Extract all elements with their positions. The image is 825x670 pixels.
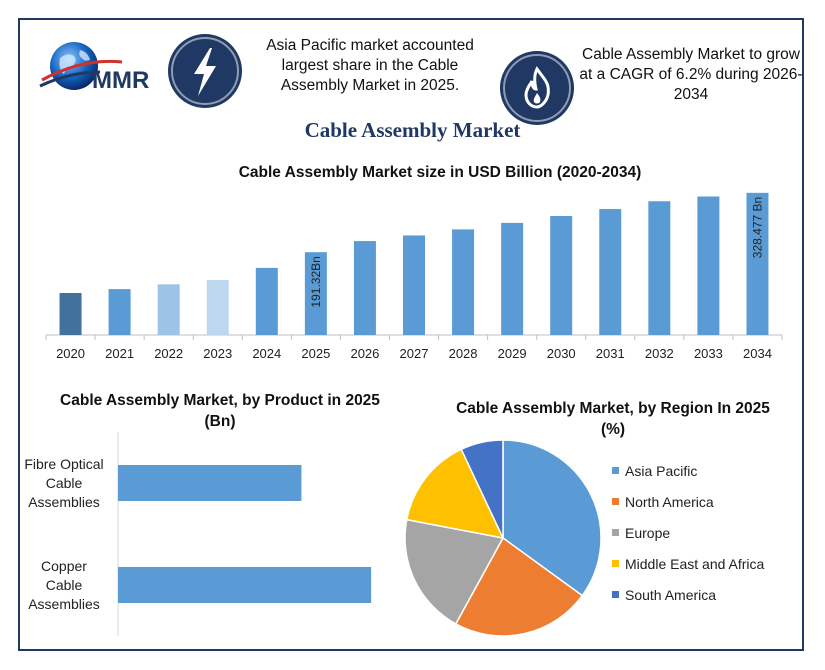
bar-2023 [206, 280, 229, 335]
data-label: 328.477 Bn [750, 197, 764, 258]
x-tick-label: 2022 [154, 346, 183, 361]
legend-swatch [612, 591, 619, 598]
bar-2032 [648, 201, 671, 335]
legend-item: South America [612, 586, 764, 617]
pie-slice-south-america [460, 439, 504, 539]
x-tick-label: 2021 [105, 346, 134, 361]
pie-slice-asia-pacific [502, 439, 602, 597]
x-tick-label: 2028 [449, 346, 478, 361]
mmr-logo: MMR [36, 36, 166, 126]
x-tick-label: 2020 [56, 346, 85, 361]
legend-label: Europe [625, 525, 671, 541]
market-size-bar-chart: 2020 2021 2022 2023 2024 2025 2026 2027 2028 2029… [45, 192, 783, 361]
flame-icon [500, 51, 574, 125]
x-tick-label: 2033 [694, 346, 723, 361]
legend-item: North America [612, 493, 764, 524]
logo-text: MMR [92, 67, 149, 94]
bar-2022 [157, 284, 180, 335]
x-tick-label: 2023 [203, 346, 232, 361]
region-pie-chart [404, 439, 602, 637]
legend-label: Asia Pacific [625, 463, 698, 479]
infographic-frame [18, 18, 804, 651]
bar-chart-title: Cable Assembly Market size in USD Billio… [238, 164, 642, 181]
bar-2029 [501, 222, 524, 335]
bar-2025 [304, 252, 327, 335]
legend-swatch [612, 467, 619, 474]
legend-item: Middle East and Africa [612, 555, 764, 586]
bar-2021 [108, 289, 131, 335]
bar-2024 [255, 267, 278, 335]
globe-icon: MMR [39, 42, 149, 94]
x-tick-label: 2031 [596, 346, 625, 361]
bar-2028 [452, 229, 475, 335]
legend-label: North America [625, 494, 714, 510]
pie-slice-middle-east-and-africa [405, 448, 505, 540]
product-category-label: Fibre Optical Cable Assemblies [24, 455, 104, 510]
x-tick-label: 2029 [498, 346, 527, 361]
product-bar [118, 567, 372, 603]
bar-2030 [550, 215, 573, 335]
legend-label: South America [625, 587, 717, 603]
product-category-label: Copper Cable Assemblies [28, 557, 100, 612]
x-tick-label: 2024 [252, 346, 281, 361]
bar-2026 [353, 241, 376, 335]
pie-slice-europe [404, 518, 505, 625]
legend-swatch [612, 560, 619, 567]
legend-item: Europe [612, 524, 764, 555]
lightning-bolt-icon [168, 34, 242, 108]
x-tick-label: 2027 [400, 346, 429, 361]
x-tick-label: 2030 [547, 346, 576, 361]
bar-2020 [59, 293, 82, 335]
highlight-text-1: Asia Pacific market accounted largest sh… [266, 37, 474, 94]
x-tick-label: 2025 [301, 346, 330, 361]
legend-swatch [612, 529, 619, 536]
bar-2033 [697, 196, 720, 335]
bar-2031 [599, 209, 622, 335]
legend-item: Asia Pacific [612, 462, 764, 493]
region-chart-title: Cable Assembly Market, by Region In 2025… [456, 400, 770, 438]
data-label: 191.32Bn [309, 256, 323, 307]
bar-2027 [403, 235, 425, 335]
product-bar [118, 465, 302, 501]
pie-slice-north-america [454, 536, 584, 637]
x-tick-label: 2032 [645, 346, 674, 361]
x-tick-label: 2026 [350, 346, 379, 361]
legend-label: Middle East and Africa [625, 556, 765, 572]
x-tick-label: 2034 [743, 346, 772, 361]
bar-2034 [746, 192, 769, 335]
product-bar-chart [117, 432, 372, 636]
pie-legend: Asia Pacific North America Europe Middle Ea… [612, 462, 764, 617]
page-title: Cable Assembly Market [304, 118, 521, 142]
product-chart-title: Cable Assembly Market, by Product in 202… [60, 392, 380, 430]
legend-swatch [612, 498, 619, 505]
highlight-text-2: Cable Assembly Market to grow at a CAGR … [579, 46, 803, 103]
